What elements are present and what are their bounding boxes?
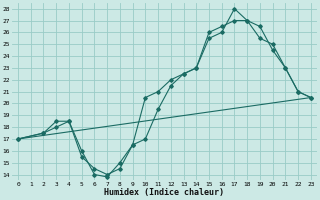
X-axis label: Humidex (Indice chaleur): Humidex (Indice chaleur) bbox=[104, 188, 224, 197]
